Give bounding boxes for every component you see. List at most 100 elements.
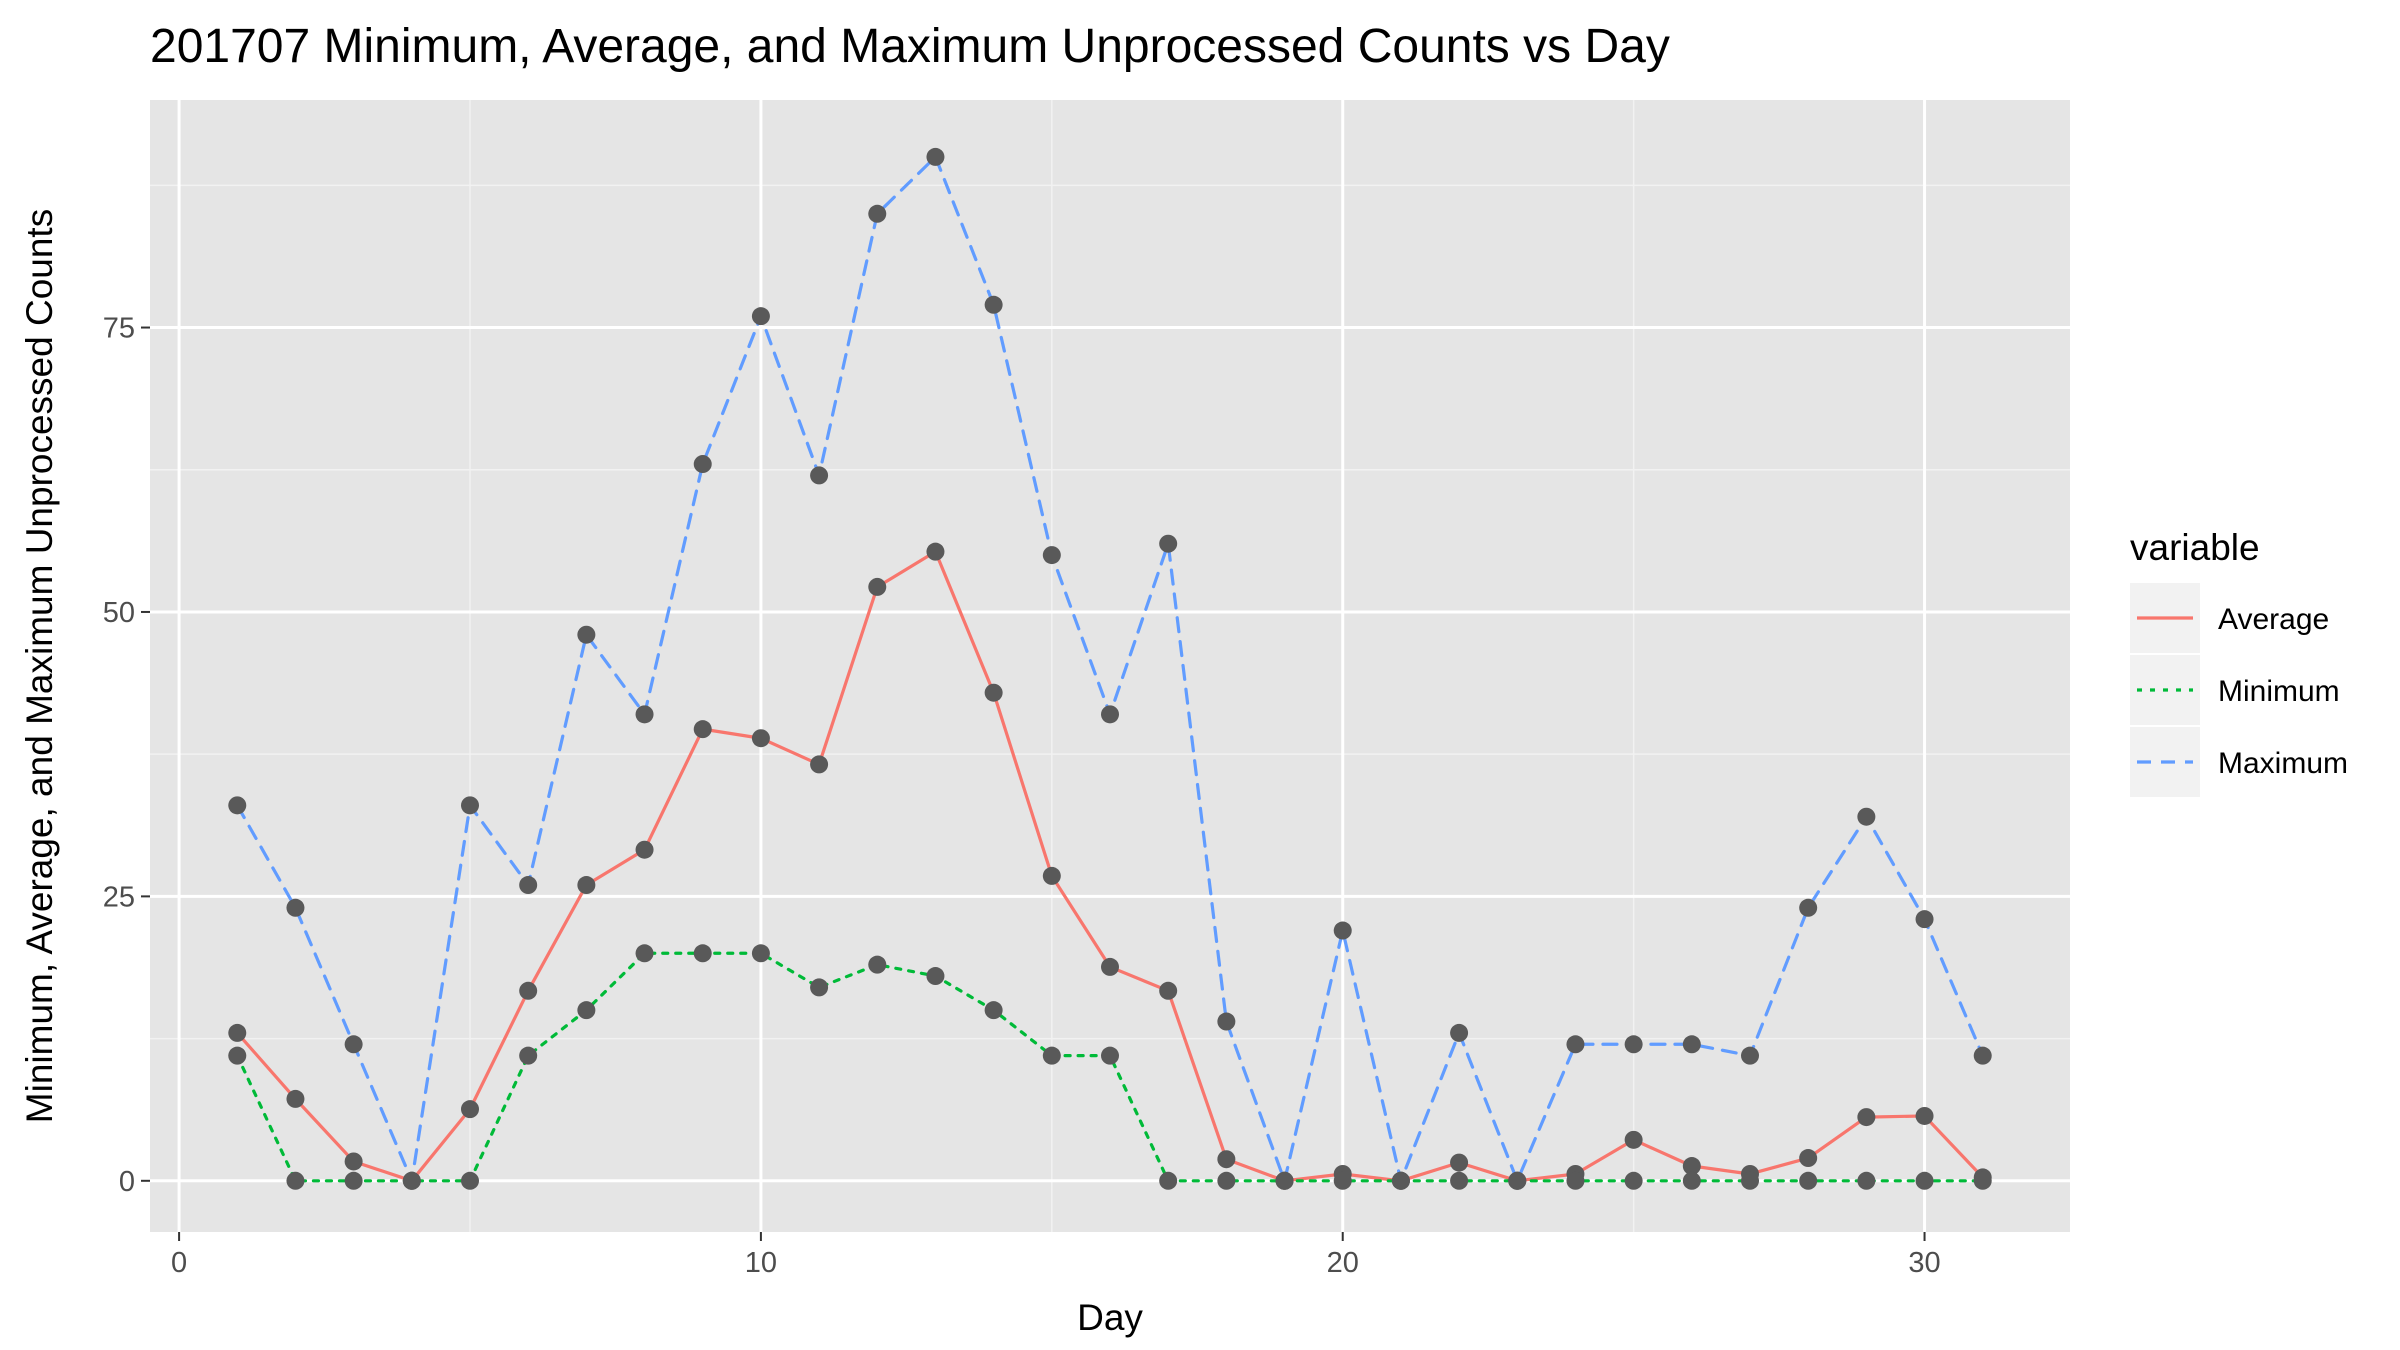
point-average (926, 542, 945, 561)
point-maximum (228, 796, 247, 815)
point-maximum (1741, 1046, 1759, 1065)
x-tick-label: 20 (1327, 1247, 1359, 1279)
point-minimum (1333, 1171, 1352, 1190)
chart-title: 201707 Minimum, Average, and Maximum Unp… (150, 20, 1670, 73)
series-points (228, 147, 1992, 1190)
point-maximum (1799, 898, 1818, 917)
point-maximum (810, 466, 829, 485)
point-minimum (751, 944, 770, 963)
point-minimum (1973, 1171, 1992, 1190)
point-average (1624, 1130, 1643, 1149)
point-average (635, 840, 654, 859)
point-maximum (519, 876, 538, 895)
point-minimum (228, 1046, 247, 1065)
point-maximum (926, 147, 945, 166)
point-average (868, 577, 887, 596)
legend-title: variable (2130, 527, 2260, 568)
point-maximum (1275, 1171, 1294, 1190)
point-maximum (751, 307, 770, 326)
legend-label-maximum: Maximum (2218, 747, 2348, 780)
point-minimum (868, 955, 887, 974)
point-minimum (461, 1171, 479, 1190)
point-minimum (1159, 1171, 1178, 1190)
point-maximum (1682, 1035, 1701, 1054)
point-maximum (1217, 1012, 1236, 1031)
point-minimum (693, 944, 712, 963)
point-maximum (1857, 807, 1876, 826)
point-average (1159, 981, 1178, 1000)
point-maximum (1973, 1046, 1992, 1065)
point-average (228, 1023, 247, 1042)
point-minimum (1799, 1171, 1818, 1190)
point-minimum (1857, 1171, 1876, 1190)
point-maximum (1042, 546, 1061, 565)
point-minimum (926, 967, 945, 986)
point-average (577, 876, 596, 895)
point-maximum (1333, 921, 1352, 940)
point-minimum (1741, 1171, 1759, 1190)
x-axis-ticks: 0 10 20 30 (171, 1232, 1941, 1279)
point-minimum (519, 1046, 538, 1065)
point-minimum (1915, 1171, 1934, 1190)
point-average (286, 1089, 305, 1108)
point-average (519, 981, 538, 1000)
point-minimum (1682, 1171, 1701, 1190)
y-axis-title: Minimum, Average, and Maximum Unprocesse… (19, 209, 60, 1123)
point-minimum (577, 1001, 596, 1020)
point-maximum (402, 1171, 421, 1190)
point-maximum (1101, 705, 1119, 724)
x-axis-title: Day (1077, 1297, 1143, 1338)
point-minimum (344, 1171, 363, 1190)
point-average (344, 1152, 363, 1171)
point-maximum (635, 705, 654, 724)
y-tick-label: 75 (103, 313, 135, 345)
point-minimum (286, 1171, 305, 1190)
point-maximum (461, 796, 479, 815)
point-average (693, 720, 712, 739)
minor-gridlines (150, 100, 2070, 1232)
point-maximum (984, 295, 1003, 314)
point-maximum (1915, 910, 1934, 929)
point-minimum (984, 1001, 1003, 1020)
point-average (1101, 957, 1119, 976)
legend-label-minimum: Minimum (2218, 675, 2340, 708)
point-minimum (1566, 1171, 1585, 1190)
point-average (984, 683, 1003, 702)
point-average (1857, 1108, 1876, 1127)
x-tick-label: 30 (1908, 1247, 1940, 1279)
point-maximum (693, 455, 712, 474)
point-maximum (344, 1035, 363, 1054)
point-maximum (868, 204, 887, 223)
point-average (1915, 1106, 1934, 1125)
point-average (1450, 1153, 1469, 1172)
y-tick-label: 50 (103, 597, 135, 629)
point-maximum (1159, 534, 1178, 553)
legend-items: Average Minimum Maximum (2130, 583, 2348, 797)
y-tick-label: 25 (103, 881, 135, 913)
point-minimum (810, 978, 829, 997)
point-minimum (1101, 1046, 1119, 1065)
point-minimum (1042, 1046, 1061, 1065)
point-average (1682, 1157, 1701, 1176)
point-minimum (1624, 1171, 1643, 1190)
point-minimum (1217, 1171, 1236, 1190)
point-maximum (1508, 1171, 1527, 1190)
point-maximum (577, 625, 596, 644)
point-average (1799, 1149, 1818, 1168)
legend: variable Average Minimum Maximum (2130, 527, 2348, 797)
y-tick-label: 0 (119, 1166, 135, 1198)
point-average (810, 755, 829, 774)
legend-label-average: Average (2218, 603, 2329, 636)
point-maximum (286, 898, 305, 917)
point-average (751, 729, 770, 748)
point-maximum (1391, 1171, 1410, 1190)
point-maximum (1624, 1035, 1643, 1054)
point-minimum (1450, 1171, 1469, 1190)
point-average (1217, 1150, 1236, 1169)
x-tick-label: 10 (745, 1247, 777, 1279)
point-maximum (1450, 1023, 1469, 1042)
x-tick-label: 0 (171, 1247, 187, 1279)
y-axis-ticks: 0 25 50 75 (103, 313, 150, 1198)
point-maximum (1566, 1035, 1585, 1054)
